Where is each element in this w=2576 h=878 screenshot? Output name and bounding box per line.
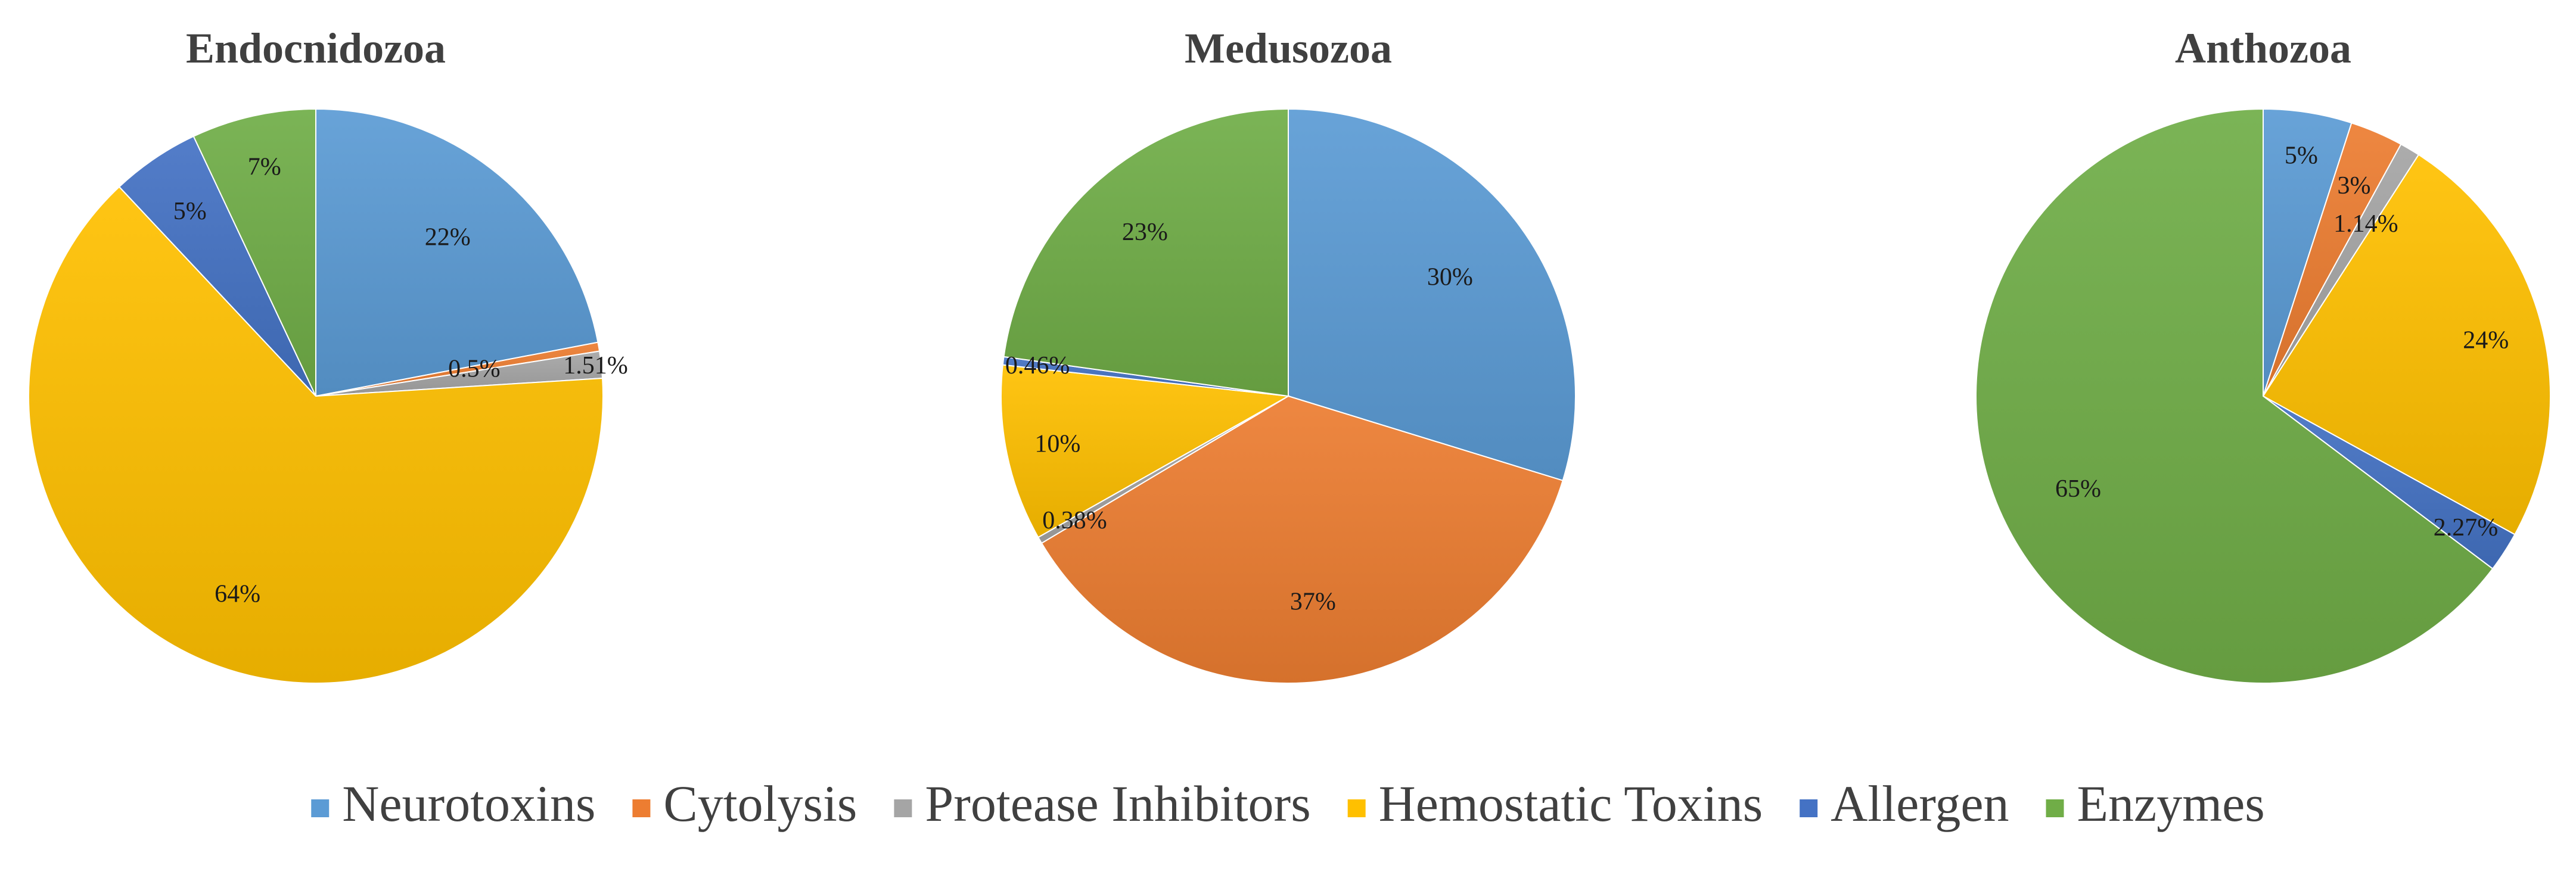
pie-data-labels: 5% 3% 1.14% 24% 2.27% 65% [2055,142,2509,541]
slice-neurotoxins [315,108,599,397]
data-label-neurotoxins: 5% [2285,142,2318,169]
data-label-enzymes: 65% [2055,475,2101,503]
data-label-allergen: 0.46% [1005,352,1070,379]
pie-data-labels: 30% 37% 0.38% 10% 0.46% 23% [1005,219,1473,616]
legend-item-protease-inhibitors: Protease Inhibitors [894,775,1311,832]
legend-label: Cytolysis [663,775,857,832]
legend-item-hemostatic-toxins: Hemostatic Toxins [1347,775,1763,832]
legend-item-neurotoxins: Neurotoxins [311,775,595,832]
data-label-neurotoxins: 22% [425,224,471,251]
data-label-hemostatic-toxins: 24% [2463,326,2509,354]
legend-swatch [1347,799,1366,817]
data-label-protease-inhibitors: 0.38% [1042,507,1107,534]
slice-enzymes [192,108,316,397]
legend-label: Enzymes [2077,775,2265,832]
legend-label: Neurotoxins [342,775,595,832]
legend-swatch [1800,799,1818,817]
data-label-allergen: 5% [173,198,207,225]
legend-swatch [632,799,651,817]
legend-swatch [311,799,330,817]
data-label-cytolysis: 0.5% [448,356,501,383]
pie-slices [1975,108,2551,684]
data-label-protease-inhibitors: 1.51% [563,352,628,379]
slice-hemostatic-toxins [1000,364,1291,538]
data-label-hemostatic-toxins: 64% [215,581,260,608]
data-label-allergen: 2.27% [2434,514,2499,541]
legend-item-cytolysis: Cytolysis [632,775,857,832]
data-label-neurotoxins: 30% [1427,264,1473,291]
slice-hemostatic-toxins [2262,154,2551,535]
chart-endocnidozoa: Endocnidozoa 22% 0.5% 1.51% 64% 5% 7% [28,24,628,684]
chart-title: Endocnidozoa [186,24,446,72]
legend-label: Hemostatic Toxins [1379,775,1763,832]
legend-item-allergen: Allergen [1800,775,2009,832]
slice-hemostatic-toxins [28,186,604,684]
pie-slices [1000,108,1576,684]
chart-title: Anthozoa [2175,24,2351,72]
data-label-cytolysis: 37% [1290,589,1336,616]
legend-label: Protease Inhibitors [925,775,1310,832]
slice-cytolysis [1040,395,1564,684]
chart-title: Medusozoa [1185,24,1392,72]
data-label-protease-inhibitors: 1.14% [2333,210,2398,238]
legend-label: Allergen [1831,775,2009,832]
slice-allergen [118,135,316,397]
data-label-enzymes: 7% [248,153,281,180]
pie-slices [28,108,604,684]
slice-neurotoxins [1288,108,1576,481]
legend-item-enzymes: Enzymes [2046,775,2265,832]
legend-swatch [2046,799,2064,817]
legend: Neurotoxins Cytolysis Protease Inhibitors H… [311,775,2265,832]
slice-enzymes [1975,108,2494,684]
legend-swatch [894,799,912,817]
chart-medusozoa: Medusozoa 30% 37% 0.38% 10% 0.46% 23% [1000,24,1576,684]
chart-anthozoa: Anthozoa 5% 3% 1.14% 24% 2.27% 65% [1975,24,2551,684]
slice-enzymes [1003,108,1289,397]
pie-data-labels: 22% 0.5% 1.51% 64% 5% 7% [173,153,628,608]
data-label-cytolysis: 3% [2338,172,2371,200]
data-label-hemostatic-toxins: 10% [1034,430,1080,457]
slice-neurotoxins [2263,108,2353,397]
data-label-enzymes: 23% [1122,219,1168,246]
